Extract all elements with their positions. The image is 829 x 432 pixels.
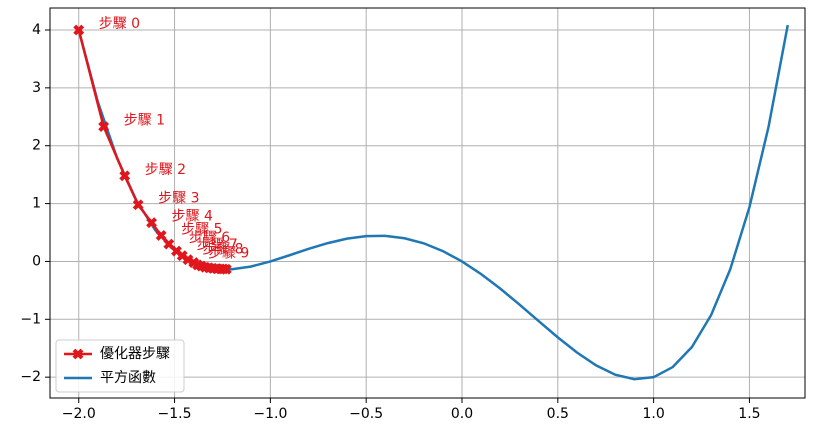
x-tick-label: 0.5	[547, 406, 569, 422]
y-tick-label: −1	[20, 311, 41, 327]
marker	[73, 24, 85, 36]
point-label: 步驟 5	[181, 221, 222, 237]
marker	[146, 217, 157, 229]
x-tick-label: −1.5	[158, 406, 192, 422]
x-tick-label: −0.5	[349, 406, 383, 422]
plot-area: 步驟 0 步驟 1 步驟 2 步驟 3 步驟 4步驟 5步驟 6步驟 7步驟 8步驟 9	[73, 16, 789, 381]
marker	[98, 121, 110, 133]
marker	[72, 348, 84, 360]
y-tick-label: 2	[32, 138, 41, 154]
marker	[220, 263, 232, 275]
x-tick-label: 0.0	[451, 406, 473, 422]
point-label: 步驟 1	[124, 113, 165, 129]
x-tick-label: 1.0	[642, 406, 664, 422]
grid	[50, 8, 805, 398]
point-label: 步驟 6	[189, 230, 230, 246]
point-label: 步驟 7	[196, 237, 237, 253]
marker	[163, 238, 175, 250]
y-tick-label: 1	[32, 196, 41, 212]
point-label: 步驟 2	[145, 162, 186, 178]
point-label: 步驟 9	[208, 246, 249, 262]
y-tick-label: 3	[32, 80, 41, 96]
y-tick-label: −2	[20, 369, 41, 385]
marker	[182, 254, 194, 266]
legend-label: 平方函數	[100, 370, 156, 386]
point-label: 步驟 8	[202, 242, 243, 258]
point-label: 步驟 3	[158, 191, 199, 207]
marker	[119, 170, 131, 182]
y-tick-label: 0	[32, 253, 41, 269]
y-tick-label: 4	[32, 22, 41, 38]
x-tick-label: −1.0	[253, 406, 287, 422]
marker	[132, 199, 144, 211]
marker	[155, 229, 167, 241]
x-tick-label: 1.5	[738, 406, 760, 422]
point-label: 步驟 0	[99, 16, 140, 32]
x-tick-label: −2.0	[62, 406, 96, 422]
legend-label: 優化器步驟	[100, 346, 170, 362]
point-label: 步驟 4	[172, 209, 213, 225]
axes-frame	[49, 7, 806, 399]
